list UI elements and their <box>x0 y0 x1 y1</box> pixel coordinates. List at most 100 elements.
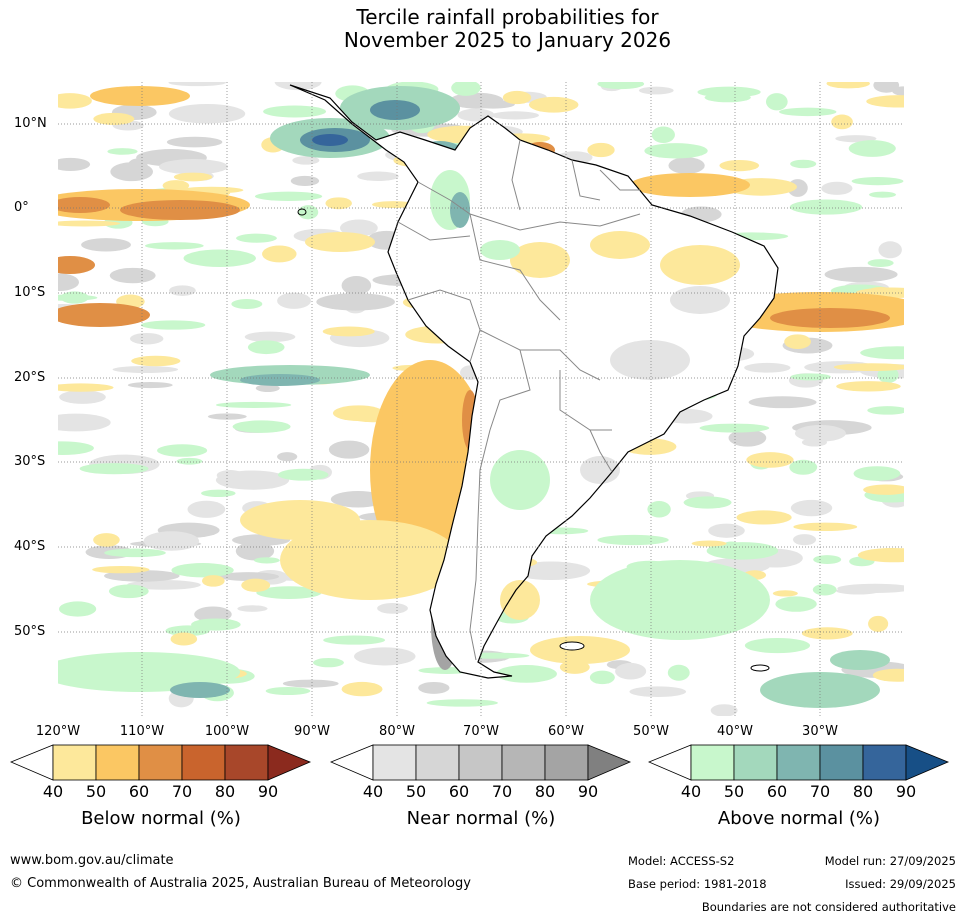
colorbar-tick-label: 40 <box>362 782 384 801</box>
above-normal-patch <box>263 105 327 118</box>
near-normal-patch <box>354 647 416 666</box>
above-normal-patch <box>851 177 904 186</box>
above-normal-patch <box>667 664 690 681</box>
lat-label: 10°N <box>14 116 47 131</box>
below-normal-patch <box>93 533 120 547</box>
above-normal-patch <box>597 82 645 90</box>
above-normal-patch <box>867 406 904 415</box>
south-georgia-island <box>750 664 770 672</box>
below-normal-patch <box>93 112 135 125</box>
near-normal-patch <box>638 86 674 95</box>
below-normal-patch <box>793 522 858 532</box>
footer-issued: Issued: 29/09/2025 <box>845 877 956 891</box>
above-normal-patch <box>813 555 842 565</box>
near-normal-patch <box>168 103 246 124</box>
colorbar-segment <box>224 744 269 781</box>
colorbar-segment <box>819 744 864 781</box>
colorbar-max-arrow <box>905 744 950 781</box>
colorbar-tick-label: 70 <box>491 782 513 801</box>
colorbar-segment <box>458 744 503 781</box>
colorbar-segment <box>544 744 589 781</box>
colorbar-min-arrow <box>648 744 692 781</box>
near-normal-patch <box>511 561 591 581</box>
country-borders <box>397 139 641 661</box>
above-normal-patch <box>313 657 344 668</box>
above-normal-patch <box>253 557 280 564</box>
anomaly-feature <box>58 652 240 692</box>
near-normal-patch <box>377 602 408 614</box>
above-normal-patch <box>232 420 291 433</box>
above-normal-patch <box>157 444 208 457</box>
near-normal-patch <box>878 241 902 259</box>
lat-label: 50°S <box>14 624 46 639</box>
anomaly-feature <box>830 650 890 670</box>
land-anomaly-patch <box>670 286 730 314</box>
above-normal-patch <box>165 625 210 637</box>
anomaly-feature <box>590 560 770 640</box>
above-normal-patch <box>176 457 203 465</box>
above-normal-patch <box>104 548 166 558</box>
colorbar-segment <box>776 744 821 781</box>
near-normal-patch <box>292 156 320 165</box>
lat-label: 40°S <box>14 539 46 554</box>
colorbar-segment <box>733 744 778 781</box>
above-normal-patch <box>451 82 481 96</box>
lat-label: 30°S <box>14 454 46 469</box>
below-normal-patch <box>857 547 904 563</box>
near-normal-patch <box>159 159 229 175</box>
land-anomaly-patch <box>580 456 620 484</box>
colorbar-tick-label: 80 <box>534 782 556 801</box>
lon-label: 110°W <box>119 724 165 739</box>
below-normal-patch <box>92 565 150 574</box>
galapagos-islands <box>297 208 307 216</box>
above-normal-patch <box>58 601 97 617</box>
lat-label: 10°S <box>14 285 46 300</box>
lon-label: 30°W <box>802 724 838 739</box>
colorbar-segment <box>181 744 226 781</box>
below-normal-patch <box>173 172 213 182</box>
graticule <box>58 82 904 716</box>
footer-disclaimer: Boundaries are not considered authoritat… <box>701 900 956 914</box>
above-normal-patch <box>265 686 311 696</box>
south-america-landmass <box>290 85 778 678</box>
below-normal-patch <box>262 245 297 263</box>
lon-label: 80°W <box>379 724 415 739</box>
above-normal-patch <box>145 242 204 250</box>
near-normal-patch <box>166 136 223 148</box>
colorbar-segment <box>52 744 97 781</box>
above-normal-patch <box>58 441 94 455</box>
land-anomaly-patch <box>450 192 470 228</box>
above-normal-patch <box>647 500 671 518</box>
above-normal-patch <box>644 143 708 159</box>
above-normal-patch <box>426 699 498 707</box>
below-normal-patch <box>784 334 811 350</box>
below-normal-patch <box>836 381 901 392</box>
above-normal-patch <box>683 496 732 509</box>
colorbar-segment <box>501 744 546 781</box>
anomaly-feature <box>530 636 630 664</box>
lon-label: 100°W <box>204 724 250 739</box>
near-normal-patch <box>127 382 173 389</box>
above-normal-patch <box>697 86 761 98</box>
above-normal-patch <box>215 401 292 409</box>
near-normal-patch <box>274 82 322 91</box>
near-normal-patch <box>792 534 817 546</box>
below-normal-patch <box>872 668 904 682</box>
land-anomaly-patch <box>610 340 690 380</box>
colorbar-title-above: Above normal (%) <box>717 808 881 829</box>
below-normal-patch <box>866 95 904 108</box>
colorbar-tick-label: 70 <box>809 782 831 801</box>
colorbar-tick-label: 40 <box>680 782 702 801</box>
near-normal-patch <box>109 267 156 284</box>
below-normal-patch <box>241 578 271 592</box>
colorbar-tick-label: 80 <box>852 782 874 801</box>
colorbar-tick-label: 60 <box>766 782 788 801</box>
colorbar-segment <box>138 744 183 781</box>
above-normal-patch <box>779 107 837 117</box>
near-normal-patch <box>708 523 745 538</box>
below-normal-patch <box>869 286 892 294</box>
anomaly-feature <box>770 308 890 328</box>
near-normal-patch <box>341 276 372 295</box>
below-normal-patch <box>502 90 532 105</box>
below-normal-patch <box>833 363 904 372</box>
